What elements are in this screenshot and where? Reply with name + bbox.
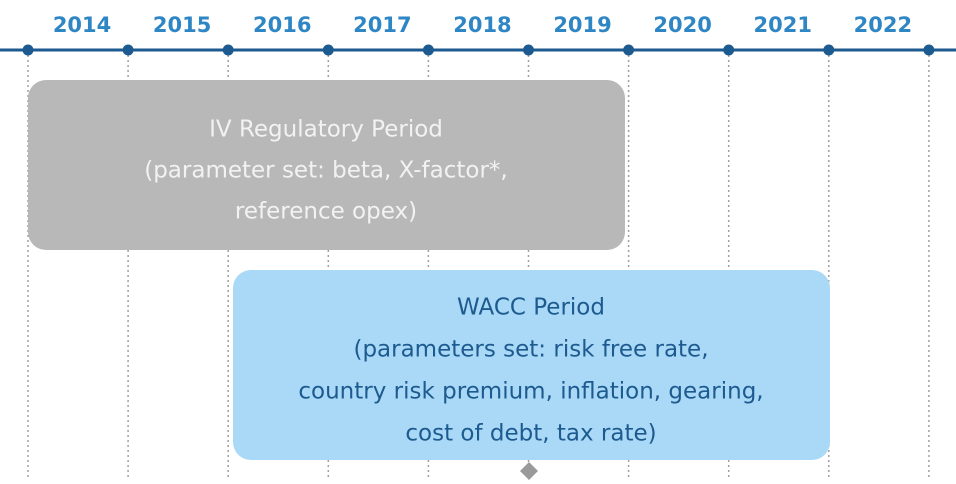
timeline-dot <box>322 44 334 56</box>
timeline-dot <box>222 44 234 56</box>
timeline-dot <box>623 44 635 56</box>
year-label: 2014 <box>53 13 111 37</box>
wacc-period-text: (parameters set: risk free rate, <box>353 337 708 363</box>
wacc-period-box <box>233 270 830 460</box>
wacc-period-text: country risk premium, inflation, gearing… <box>298 379 763 405</box>
timeline-dot <box>923 44 935 56</box>
timeline-dot <box>823 44 835 56</box>
year-label: 2019 <box>553 13 611 37</box>
year-label: 2015 <box>153 13 211 37</box>
year-label: 2020 <box>653 13 711 37</box>
year-label: 2017 <box>353 13 411 37</box>
year-label: 2022 <box>854 13 912 37</box>
regulatory-period-text: IV Regulatory Period <box>209 117 443 143</box>
marker-diamond <box>520 462 538 480</box>
wacc-period-text: WACC Period <box>457 295 605 321</box>
timeline-dot <box>422 44 434 56</box>
timeline-dot <box>523 44 534 56</box>
timeline-dot <box>122 44 134 56</box>
timeline-dot <box>723 44 735 56</box>
year-label: 2021 <box>754 13 812 37</box>
wacc-period-text: cost of debt, tax rate) <box>405 421 656 447</box>
regulatory-period-box <box>28 80 625 250</box>
year-label: 2018 <box>453 13 511 37</box>
year-label: 2016 <box>253 13 311 37</box>
regulatory-period-text: (parameter set: beta, X-factor*, <box>144 158 508 184</box>
regulatory-period-text: reference opex) <box>235 199 417 225</box>
timeline-dot <box>22 44 34 56</box>
